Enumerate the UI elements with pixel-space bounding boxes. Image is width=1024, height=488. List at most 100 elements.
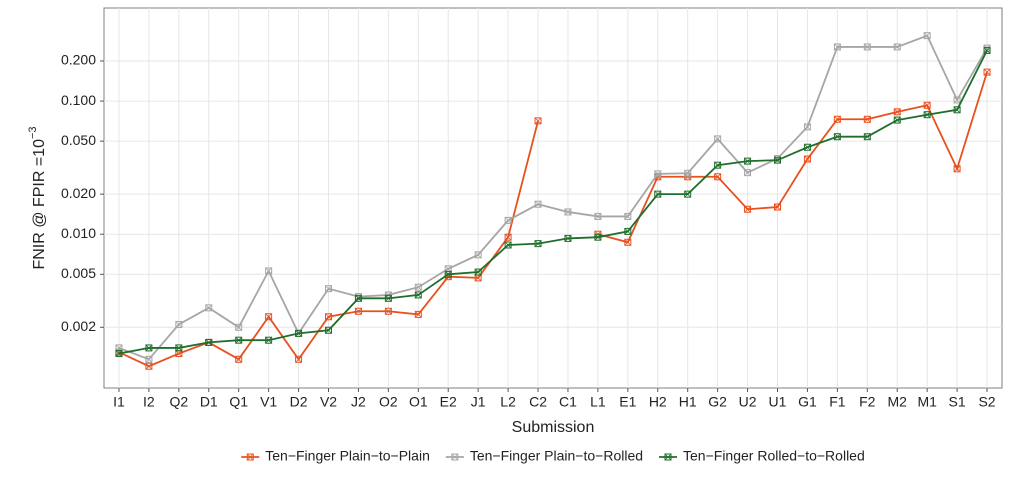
marker-box xyxy=(265,267,273,275)
marker-cross xyxy=(804,123,811,131)
marker xyxy=(325,313,332,321)
marker xyxy=(953,106,961,114)
marker-cross xyxy=(205,339,213,346)
x-tick-label: M2 xyxy=(888,394,908,410)
marker xyxy=(714,135,722,143)
marker-cross xyxy=(474,274,482,282)
marker-box xyxy=(295,355,303,363)
marker-box xyxy=(893,116,901,124)
y-tick-label: 0.200 xyxy=(61,52,96,68)
marker-cross xyxy=(804,155,811,163)
marker xyxy=(295,355,303,363)
marker-cross xyxy=(774,203,781,211)
marker-box xyxy=(504,241,512,249)
x-tick-label: L1 xyxy=(590,394,606,410)
x-tick-label: J1 xyxy=(471,394,486,410)
marker xyxy=(384,307,392,315)
marker xyxy=(534,240,542,248)
marker-box xyxy=(564,234,572,242)
x-tick-label: E1 xyxy=(619,394,636,410)
marker-cross xyxy=(415,291,422,299)
marker xyxy=(265,313,273,321)
marker-box xyxy=(295,329,303,337)
marker-box xyxy=(354,294,362,302)
marker xyxy=(534,117,542,125)
marker xyxy=(451,453,459,461)
marker xyxy=(803,155,811,163)
marker-box xyxy=(893,108,901,116)
y-axis-title: FNIR @ FPIR =10−3 xyxy=(27,126,48,269)
marker-cross xyxy=(983,47,991,54)
marker-box xyxy=(923,32,931,40)
marker xyxy=(774,203,781,211)
y-axis-title-sup: −3 xyxy=(27,126,39,139)
x-tick-label: U1 xyxy=(769,394,787,410)
marker-cross xyxy=(774,156,781,164)
marker-box xyxy=(534,117,542,125)
marker-cross xyxy=(474,251,482,259)
marker-box xyxy=(354,307,362,315)
legend: Ten−Finger Plain−to−Plain Ten−Finger Plai… xyxy=(241,448,865,464)
marker xyxy=(833,133,841,141)
marker-cross xyxy=(744,205,751,213)
marker-cross xyxy=(684,190,691,198)
marker-cross xyxy=(295,330,302,337)
marker-box xyxy=(414,291,422,299)
marker-box xyxy=(863,115,871,123)
marker-cross xyxy=(594,233,602,241)
marker xyxy=(474,251,482,259)
marker-box xyxy=(534,200,542,208)
marker xyxy=(354,307,362,315)
marker-cross xyxy=(265,313,272,321)
marker xyxy=(684,190,692,198)
x-tick-label: F2 xyxy=(859,394,876,410)
marker xyxy=(235,355,243,363)
marker-box xyxy=(714,161,722,169)
marker xyxy=(594,212,602,220)
marker-box xyxy=(953,106,961,114)
marker-cross xyxy=(444,271,452,278)
y-tick-label: 0.020 xyxy=(61,185,96,201)
marker-cross xyxy=(534,117,542,125)
marker xyxy=(714,173,722,181)
marker-cross xyxy=(923,111,931,118)
marker-cross xyxy=(564,235,572,242)
marker-box xyxy=(235,336,243,344)
x-tick-label: O1 xyxy=(409,394,428,410)
marker-box xyxy=(115,350,123,358)
marker-box xyxy=(893,43,901,51)
marker-box xyxy=(325,285,332,293)
marker xyxy=(325,285,332,293)
marker-box xyxy=(444,270,452,278)
marker-cross xyxy=(265,336,272,344)
marker-cross xyxy=(953,106,961,114)
marker xyxy=(923,111,931,119)
marker xyxy=(205,338,213,346)
marker-cross xyxy=(235,324,242,331)
marker xyxy=(654,190,662,198)
legend-label: Ten−Finger Plain−to−Plain xyxy=(265,448,430,464)
marker-box xyxy=(983,46,991,54)
legend-item: Ten−Finger Plain−to−Rolled xyxy=(445,448,643,464)
x-tick-label: E2 xyxy=(440,394,457,410)
marker-cross xyxy=(983,44,991,52)
x-tick-label: V2 xyxy=(320,394,337,410)
marker xyxy=(175,320,183,328)
y-tick-label: 0.010 xyxy=(61,225,96,241)
marker-cross xyxy=(355,295,362,302)
marker-cross xyxy=(953,96,961,104)
marker-box xyxy=(744,157,752,165)
marker-cross xyxy=(205,304,213,312)
marker-box xyxy=(953,96,961,104)
marker-box xyxy=(803,123,811,131)
x-tick-label: G1 xyxy=(798,394,817,410)
x-tick-label: D1 xyxy=(200,394,218,410)
marker xyxy=(803,143,811,151)
marker-cross xyxy=(444,265,452,273)
marker-cross xyxy=(504,241,512,249)
marker-cross xyxy=(893,116,901,124)
marker xyxy=(714,161,722,169)
marker xyxy=(594,233,602,241)
series-line xyxy=(118,34,988,361)
marker-cross xyxy=(175,344,183,352)
